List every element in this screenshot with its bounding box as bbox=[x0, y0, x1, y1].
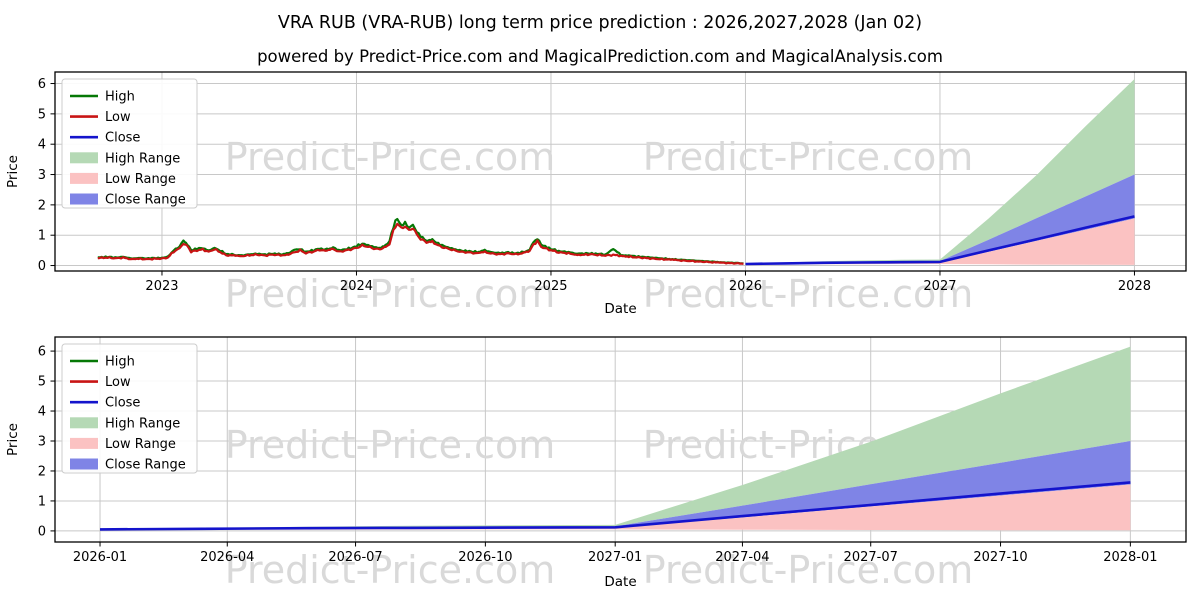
bottom-chart-data-layer bbox=[99, 346, 1131, 531]
legend-swatch-high-range bbox=[70, 417, 98, 429]
y-tick-label: 4 bbox=[38, 405, 46, 420]
top-chart-watermarks: Predict-Price.com Predict-Price.com Predic… bbox=[225, 135, 974, 316]
legend-swatch-close-range bbox=[70, 193, 98, 205]
close-line bbox=[745, 215, 1135, 266]
legend-label: Low Range bbox=[105, 437, 176, 452]
watermark-text: Predict-Price.com bbox=[225, 548, 556, 592]
top-chart-gridlines bbox=[55, 72, 1186, 271]
y-axis-label: Price bbox=[5, 423, 21, 456]
close-range-fill bbox=[745, 174, 1135, 265]
y-tick-label: 2 bbox=[38, 464, 46, 479]
close-range-fill bbox=[100, 441, 1131, 530]
top-chart-spines bbox=[54, 71, 1187, 272]
y-tick-label: 6 bbox=[38, 77, 46, 92]
y-tick-label: 4 bbox=[38, 138, 46, 153]
watermark-text: Predict-Price.com bbox=[225, 135, 556, 179]
y-tick-label: 0 bbox=[38, 259, 46, 274]
x-tick-label: 2023 bbox=[145, 279, 178, 294]
y-tick-label: 1 bbox=[38, 494, 46, 509]
x-tick-label: 2028 bbox=[1118, 279, 1151, 294]
x-tick-label: 2026-10 bbox=[458, 550, 512, 565]
x-tick-label: 2025 bbox=[534, 279, 567, 294]
y-tick-label: 5 bbox=[38, 107, 46, 122]
x-tick-label: 2027-10 bbox=[973, 550, 1027, 565]
bottom-chart-tick-labels: 0 1 2 3 4 5 6 2026-01 2026-04 2026-07 2026-10 2027-… bbox=[38, 345, 1158, 565]
legend-swatch-low-range bbox=[70, 172, 98, 184]
bottom-chart-legend: High Low Close High Range Low Range Close Ran… bbox=[61, 343, 198, 474]
top-chart: Predict-Price.com Predict-Price.com Predic… bbox=[5, 71, 1187, 317]
x-tick-label: 2026-01 bbox=[73, 550, 127, 565]
y-tick-label: 5 bbox=[38, 375, 46, 390]
legend-label: High Range bbox=[105, 151, 180, 166]
low-line bbox=[97, 222, 744, 265]
y-axis-label: Price bbox=[5, 155, 21, 188]
legend-label: High bbox=[105, 355, 135, 370]
x-tick-label: 2027-04 bbox=[715, 550, 769, 565]
low-range-fill bbox=[745, 218, 1135, 265]
chart-header: VRA RUB (VRA-RUB) long term price predic… bbox=[0, 0, 1200, 66]
chart-title: VRA RUB (VRA-RUB) long term price predic… bbox=[277, 13, 923, 33]
x-axis-label: Date bbox=[604, 301, 636, 317]
x-tick-label: 2026-04 bbox=[200, 550, 254, 565]
legend-swatch-low-range bbox=[70, 437, 98, 449]
y-tick-label: 2 bbox=[38, 198, 46, 213]
legend-label: Low bbox=[105, 375, 131, 390]
y-tick-label: 3 bbox=[38, 434, 46, 449]
x-tick-label: 2027-07 bbox=[844, 550, 898, 565]
y-tick-label: 6 bbox=[38, 345, 46, 360]
bottom-chart-ticks bbox=[50, 350, 1131, 547]
legend-label: High bbox=[105, 90, 135, 105]
legend-label: Close bbox=[105, 396, 140, 411]
chart-subtitle: powered by Predict-Price.com and Magical… bbox=[257, 47, 943, 66]
watermark-text: Predict-Price.com bbox=[225, 272, 556, 316]
x-tick-label: 2024 bbox=[340, 279, 373, 294]
legend-label: Close bbox=[105, 131, 140, 146]
top-chart-data-layer bbox=[97, 79, 1135, 266]
bottom-chart-spines bbox=[54, 336, 1187, 543]
legend-label: Low Range bbox=[105, 172, 176, 187]
watermark-text: Predict-Price.com bbox=[643, 135, 974, 179]
legend-label: Low bbox=[105, 110, 131, 125]
x-tick-label: 2026-07 bbox=[328, 550, 382, 565]
legend-label: Close Range bbox=[105, 193, 186, 208]
top-chart-tick-labels: 0 1 2 3 4 5 6 2023 2024 2025 2026 2027 2028 bbox=[38, 77, 1151, 294]
x-axis-label: Date bbox=[604, 574, 636, 590]
x-tick-label: 2028-01 bbox=[1103, 550, 1157, 565]
high-range-fill bbox=[100, 346, 1131, 530]
low-range-fill bbox=[100, 484, 1131, 531]
watermark-text: Predict-Price.com bbox=[643, 272, 974, 316]
watermark-text: Predict-Price.com bbox=[225, 423, 556, 467]
x-tick-label: 2027 bbox=[923, 279, 956, 294]
bottom-chart: Predict-Price.com Predict-Price.com Predic… bbox=[5, 336, 1187, 592]
x-tick-label: 2027-01 bbox=[588, 550, 642, 565]
x-tick-label: 2026 bbox=[729, 279, 762, 294]
y-tick-label: 3 bbox=[38, 168, 46, 183]
legend-swatch-high-range bbox=[70, 152, 98, 164]
close-line bbox=[99, 481, 1131, 531]
top-chart-ticks bbox=[50, 83, 1135, 276]
top-chart-legend: High Low Close High Range Low Range Close Ran… bbox=[61, 78, 198, 209]
legend-swatch-close-range bbox=[70, 458, 98, 470]
y-tick-label: 0 bbox=[38, 524, 46, 539]
legend-label: Close Range bbox=[105, 458, 186, 473]
legend-label: High Range bbox=[105, 416, 180, 431]
y-tick-label: 1 bbox=[38, 229, 46, 244]
high-range-fill bbox=[745, 79, 1135, 264]
watermark-text: Predict-Price.com bbox=[643, 548, 974, 592]
